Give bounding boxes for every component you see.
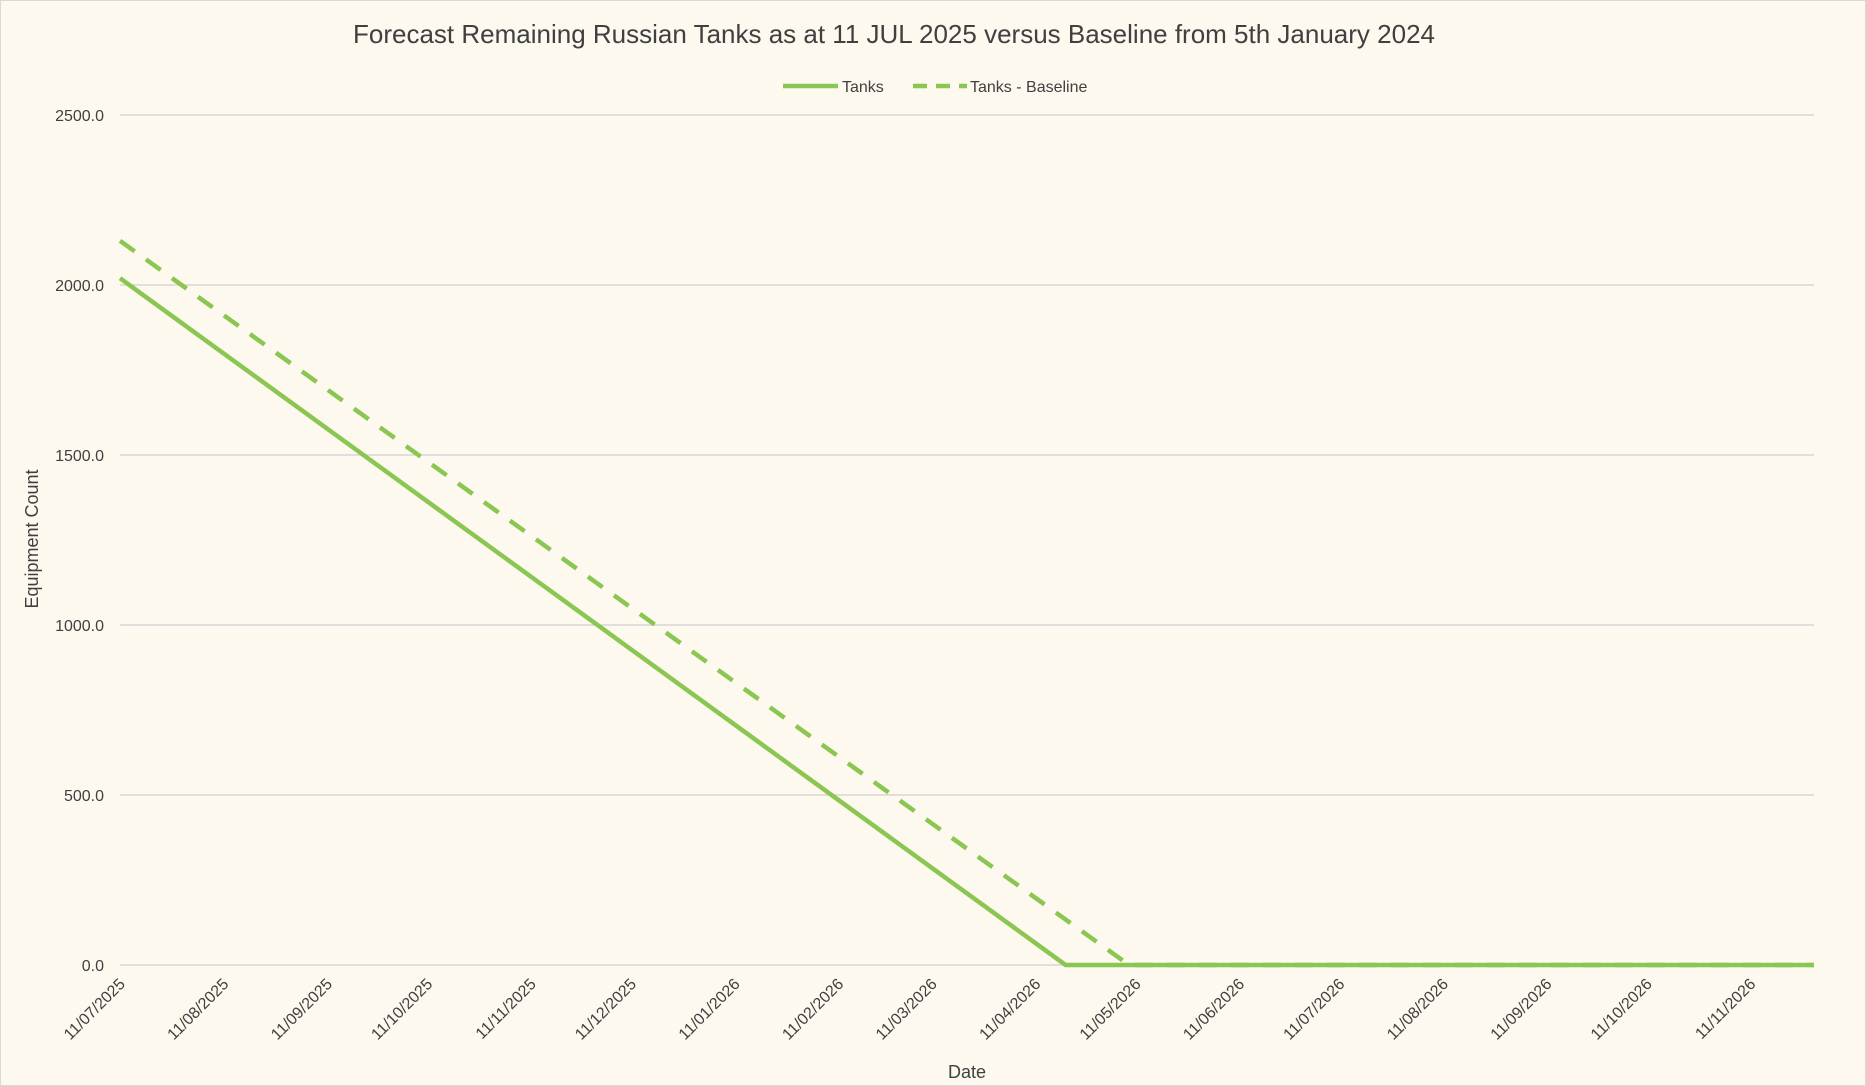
x-tick-label: 11/05/2026 xyxy=(1077,976,1145,1044)
y-tick-label: 500.0 xyxy=(64,788,104,805)
x-tick-label: 11/11/2025 xyxy=(473,976,540,1043)
x-tick-label: 11/07/2025 xyxy=(61,976,129,1044)
legend-label-tanks: Tanks xyxy=(842,79,884,96)
x-tick-label: 11/11/2026 xyxy=(1692,976,1759,1043)
x-tick-label: 11/01/2026 xyxy=(676,976,744,1044)
y-tick-label: 2500.0 xyxy=(55,108,104,125)
x-tick-label: 11/10/2025 xyxy=(368,976,436,1044)
legend-label-tanks-baseline: Tanks - Baseline xyxy=(970,79,1087,96)
chart-title: Forecast Remaining Russian Tanks as at 1… xyxy=(353,19,1435,49)
x-axis-title: Date xyxy=(948,1062,986,1082)
x-tick-label: 11/08/2026 xyxy=(1384,976,1452,1044)
gridlines xyxy=(120,114,1814,966)
x-tick-label: 11/04/2026 xyxy=(977,976,1045,1044)
y-tick-label: 2000.0 xyxy=(55,278,104,295)
y-tick-label: 1000.0 xyxy=(55,618,104,635)
x-tick-label: 11/06/2026 xyxy=(1180,976,1248,1044)
x-tick-label: 11/02/2026 xyxy=(779,976,847,1044)
series-line-tanks xyxy=(118,276,1814,968)
x-tick-label: 11/07/2026 xyxy=(1281,976,1349,1044)
x-tick-label: 11/09/2026 xyxy=(1488,976,1556,1044)
x-tick-label: 11/12/2025 xyxy=(572,976,640,1044)
y-tick-label: 1500.0 xyxy=(55,448,104,465)
series-line-tanks-baseline xyxy=(118,238,1814,968)
series-lines xyxy=(118,238,1814,968)
x-tick-label: 11/08/2025 xyxy=(165,976,233,1044)
y-axis-title: Equipment Count xyxy=(22,469,42,608)
y-axis-ticks: 0.0 500.0 1000.0 1500.0 2000.0 2500.0 xyxy=(55,108,104,975)
x-axis-ticks: 11/07/2025 11/08/2025 11/09/2025 11/10/2025… xyxy=(61,976,1759,1044)
x-tick-label: 11/03/2026 xyxy=(873,976,941,1044)
x-tick-label: 11/10/2026 xyxy=(1588,976,1656,1044)
x-tick-label: 11/09/2025 xyxy=(268,976,336,1044)
legend: Tanks Tanks - Baseline xyxy=(783,79,1087,96)
y-tick-label: 0.0 xyxy=(82,958,104,975)
